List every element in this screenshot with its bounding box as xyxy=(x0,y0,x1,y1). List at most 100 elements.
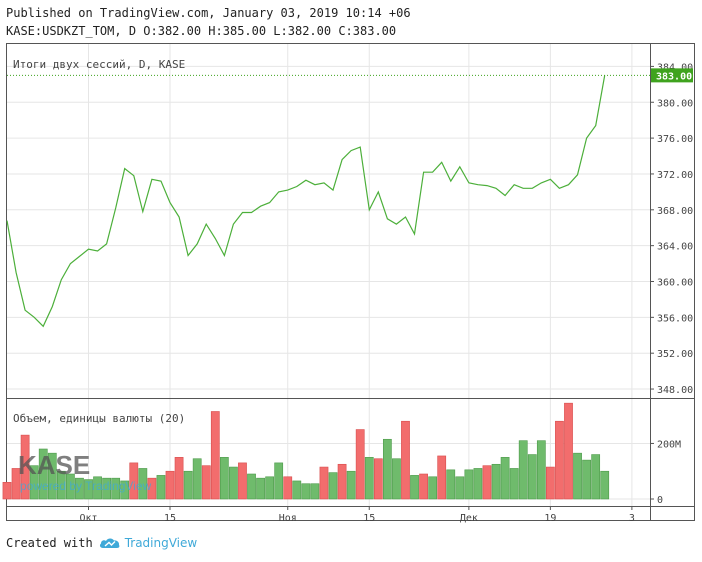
volume-bar xyxy=(138,468,148,500)
volume-axis: 200M 0 xyxy=(650,439,681,506)
y-tick-label: 352.00 xyxy=(657,349,693,360)
volume-bar xyxy=(93,476,102,500)
volume-bar xyxy=(401,420,410,500)
volume-bar xyxy=(147,477,157,500)
volume-bar xyxy=(419,473,428,500)
volume-bar xyxy=(446,469,456,500)
volume-bar xyxy=(364,457,374,500)
volume-bar xyxy=(555,420,564,500)
kase-watermark: KASE powered by TradingView xyxy=(18,450,152,493)
volume-bar xyxy=(165,470,175,500)
vol-tick-label: 0 xyxy=(657,495,663,506)
volume-bar xyxy=(66,473,75,500)
volume-bars xyxy=(2,402,610,500)
volume-bar xyxy=(219,457,229,500)
volume-bar xyxy=(310,483,320,500)
x-tick-label: 15 xyxy=(363,513,375,524)
time-axis: Окт 15 Ноя 15 Дек 19 3 xyxy=(79,506,635,524)
volume-bar xyxy=(382,438,392,500)
volume-bar xyxy=(564,402,573,500)
x-tick-label: Дек xyxy=(460,513,478,524)
volume-bar xyxy=(410,475,419,500)
volume-bar xyxy=(56,470,66,500)
y-tick-label: 364.00 xyxy=(657,242,693,253)
volume-bar xyxy=(238,462,247,500)
tradingview-brand[interactable]: TradingView xyxy=(124,536,198,550)
chart-title: Итоги двух сессий, D, KASE xyxy=(13,58,185,71)
volume-bar xyxy=(75,477,84,500)
price-series-line xyxy=(6,75,606,328)
last-price-label: 383.00 xyxy=(656,71,692,82)
volume-bar xyxy=(428,476,438,500)
powered-by-text: powered by TradingView xyxy=(20,479,152,493)
volume-bar xyxy=(600,470,610,500)
volume-bar xyxy=(247,473,256,500)
grid-lines xyxy=(7,44,650,506)
volume-bar xyxy=(274,462,284,500)
price-chart[interactable]: KASE powered by TradingView 384.00 380.00… xyxy=(0,0,702,530)
published-caption: Published on TradingView.com, January 03… xyxy=(6,6,411,20)
volume-bar xyxy=(29,465,39,500)
volume-bar xyxy=(491,463,501,500)
y-tick-label: 384.00 xyxy=(657,62,693,73)
volume-bar xyxy=(38,448,48,500)
volume-bar xyxy=(373,458,383,500)
x-tick-label: Ноя xyxy=(279,513,297,524)
volume-bar xyxy=(210,411,220,500)
kase-logo-text: KASE xyxy=(18,450,90,480)
volume-bar xyxy=(102,477,111,500)
y-tick-label: 360.00 xyxy=(657,277,693,288)
volume-bar xyxy=(455,476,465,500)
volume-bar xyxy=(174,457,184,500)
y-tick-label: 376.00 xyxy=(657,134,693,145)
volume-bar xyxy=(591,454,601,500)
volume-bar xyxy=(527,454,537,500)
volume-bar xyxy=(473,468,483,500)
volume-bar xyxy=(111,477,121,500)
volume-bar xyxy=(84,479,93,500)
volume-bar xyxy=(392,458,401,500)
volume-bar xyxy=(229,466,238,500)
volume-bar xyxy=(464,469,474,500)
volume-bar xyxy=(129,462,139,500)
last-price-marker: 383.00 xyxy=(651,68,693,83)
y-tick-label: 348.00 xyxy=(657,385,693,396)
chart-frame xyxy=(6,43,695,521)
y-tick-label: 356.00 xyxy=(657,313,693,324)
volume-bar xyxy=(11,468,21,500)
volume-bar xyxy=(2,482,12,500)
volume-bar xyxy=(546,466,555,500)
volume-bar xyxy=(437,455,447,500)
x-tick-label: 15 xyxy=(164,513,176,524)
x-tick-label: 19 xyxy=(544,513,556,524)
volume-bar xyxy=(192,458,202,500)
volume-bar xyxy=(573,452,582,500)
volume-bar xyxy=(256,477,265,500)
volume-bar xyxy=(337,463,347,500)
volume-bar xyxy=(301,483,311,500)
created-with-text: Created with xyxy=(6,536,93,550)
vol-tick-label: 200M xyxy=(657,439,681,450)
volume-bar xyxy=(156,475,166,500)
volume-bar xyxy=(328,472,338,500)
volume-bar xyxy=(346,470,356,500)
price-axis: 384.00 380.00 376.00 372.00 368.00 364.00 360.… xyxy=(650,62,693,396)
last-price-badge xyxy=(651,68,693,83)
volume-bar xyxy=(265,476,275,500)
x-tick-label: 3 xyxy=(629,513,635,524)
volume-bar xyxy=(500,457,510,500)
volume-bar xyxy=(319,466,329,500)
y-tick-label: 368.00 xyxy=(657,206,693,217)
volume-bar xyxy=(582,459,591,500)
volume-bar xyxy=(482,465,492,500)
volume-title: Объем, единицы валюты (20) xyxy=(13,412,185,425)
tradingview-cloud-icon xyxy=(99,538,120,548)
volume-bar xyxy=(292,480,302,500)
volume-bar xyxy=(20,434,30,500)
x-tick-label: Окт xyxy=(79,513,97,524)
volume-bar xyxy=(201,465,211,500)
footer: Created with TradingView xyxy=(6,536,197,550)
volume-bar xyxy=(518,440,528,500)
y-tick-label: 380.00 xyxy=(657,98,693,109)
volume-bar xyxy=(283,476,293,500)
